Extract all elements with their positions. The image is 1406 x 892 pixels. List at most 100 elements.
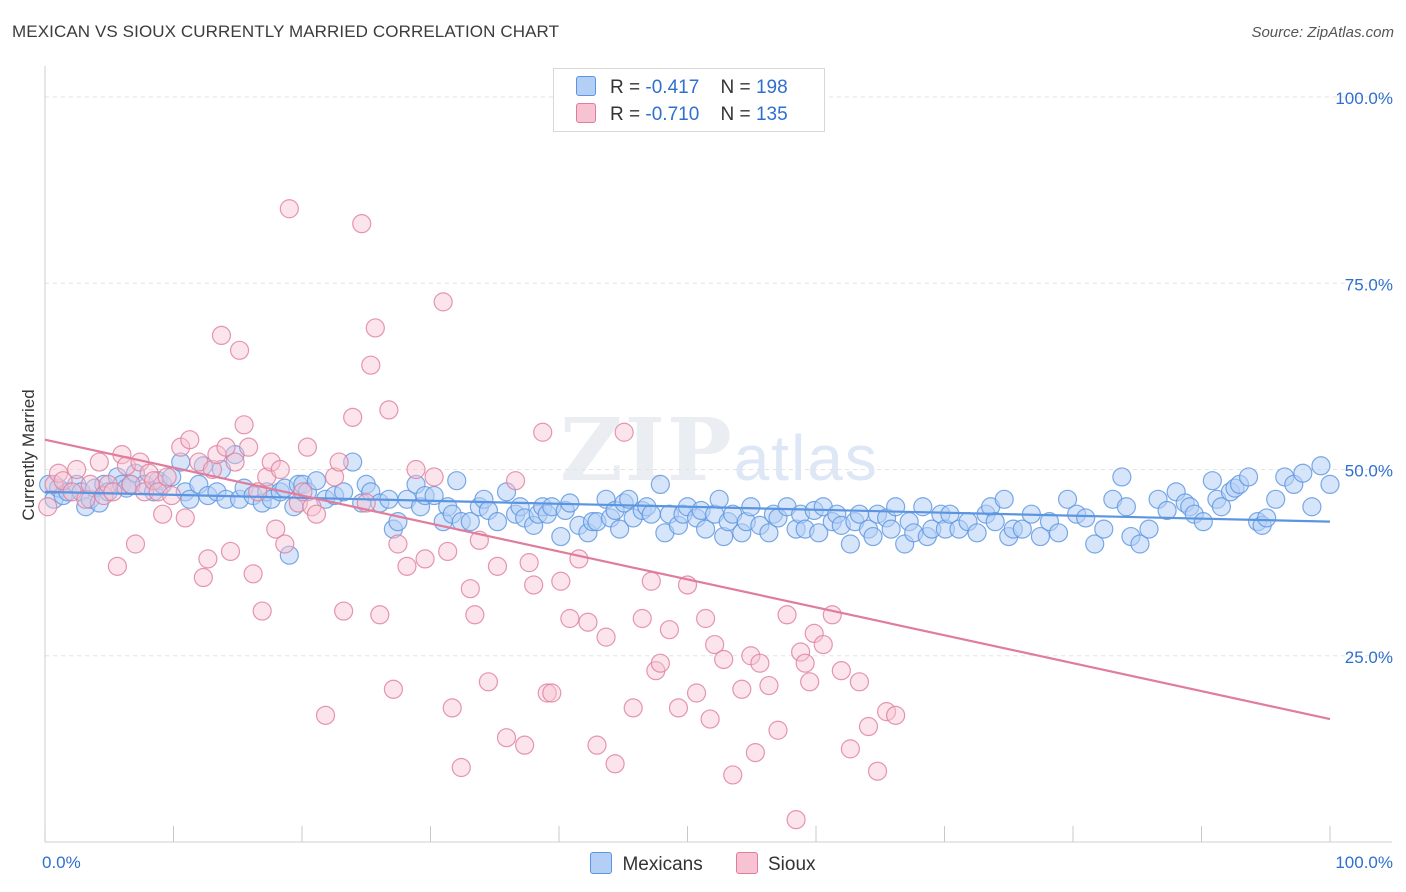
sioux-point (334, 601, 354, 621)
sioux-point (38, 497, 58, 517)
sioux-point (768, 720, 788, 740)
mexicans-trend-line (44, 490, 1331, 523)
mexicans-r-value: -0.417 (645, 77, 700, 98)
sioux-point (705, 634, 725, 655)
sioux-point (329, 452, 349, 472)
sioux-point (193, 567, 213, 588)
sioux-point (659, 620, 680, 640)
sioux-point (270, 459, 290, 480)
mexicans-point (840, 534, 860, 554)
sioux-point (451, 757, 471, 778)
sioux-point (306, 504, 327, 524)
sioux-point (695, 608, 716, 629)
sioux-point (487, 556, 508, 576)
sioux-point (578, 612, 598, 632)
mexicans-point (1202, 471, 1222, 491)
mexicans-point (863, 526, 883, 547)
sioux-point (460, 579, 480, 599)
mexicans-point (1238, 467, 1259, 487)
mexicans-point (1048, 523, 1069, 543)
sioux-point (157, 467, 177, 487)
series-legend: Mexicans Sioux (0, 852, 1406, 876)
legend-item-mexicans[interactable]: Mexicans (590, 852, 703, 876)
mexicans-legend-swatch (590, 852, 613, 874)
mexicans-point (306, 471, 327, 491)
sioux-point (175, 508, 195, 528)
mexicans-point (447, 471, 467, 491)
mexicans-point (940, 504, 960, 524)
sioux-point (234, 415, 254, 435)
mexicans-point (759, 523, 779, 543)
sioux-point (266, 519, 286, 539)
sioux-point (858, 716, 879, 737)
r-label: R = (610, 77, 641, 98)
sioux-point (198, 549, 218, 569)
sioux-point (587, 735, 607, 755)
sioux-point (732, 679, 752, 699)
x-tick-label: 100.0% (1335, 853, 1393, 872)
sioux-point (791, 642, 811, 662)
sioux-point (650, 653, 670, 673)
mexicans-point (1130, 534, 1150, 554)
mexicans-point (1030, 526, 1051, 547)
sioux-point (723, 765, 743, 785)
n-label: N = (720, 77, 751, 98)
legend-row-sioux: R = -0.710 N = 135 (576, 103, 788, 125)
mexicans-point (1311, 456, 1331, 476)
correlation-legend: R = -0.417 N = 198 R = -0.710 N = 135 (553, 68, 825, 132)
mexicans-point (551, 526, 571, 547)
sioux-point (777, 605, 797, 625)
sioux-point (370, 605, 390, 625)
mexicans-point (279, 545, 299, 565)
sioux-n-value: 135 (755, 104, 788, 125)
sioux-point (438, 541, 458, 562)
sioux-point (867, 761, 888, 781)
sioux-point (433, 292, 453, 312)
mexicans-point (1139, 519, 1159, 539)
y-tick-label: 100.0% (1335, 89, 1393, 108)
legend-item-sioux[interactable]: Sioux (736, 852, 816, 876)
mexicans-point (1112, 467, 1132, 487)
sioux-point (379, 400, 399, 420)
sioux-r-value: -0.710 (645, 104, 700, 125)
mexicans-point (1057, 489, 1078, 509)
sioux-point (324, 467, 345, 487)
mexicans-point (886, 497, 906, 517)
sioux-point (515, 735, 535, 755)
sioux-point (361, 355, 381, 375)
sioux-point (714, 649, 734, 670)
sioux-point (252, 601, 272, 621)
mexicans-point (334, 482, 354, 502)
sioux-legend-swatch (736, 852, 758, 874)
sioux-point (297, 437, 318, 457)
mexicans-point (1094, 519, 1114, 539)
mexicans-point (1157, 500, 1177, 521)
mexicans-point (460, 512, 480, 532)
mexicans-point (1012, 519, 1032, 539)
sioux-point (886, 705, 906, 725)
sioux-point (415, 549, 435, 569)
sioux-point (786, 810, 806, 830)
mexicans-point (1193, 512, 1213, 532)
sioux-trend-line (44, 438, 1331, 721)
sioux-swatch (576, 103, 596, 123)
sioux-point (243, 564, 263, 584)
sioux-point (365, 318, 385, 338)
sioux-point (442, 698, 462, 718)
sioux-point (229, 340, 250, 360)
mexicans-point (1320, 474, 1340, 494)
sioux-point (700, 709, 720, 729)
sioux-point (275, 534, 295, 554)
sioux-point (745, 742, 765, 763)
mexicans-point (741, 497, 761, 517)
mexicans-point (650, 474, 670, 494)
n-label: N = (720, 104, 751, 125)
sioux-point (125, 534, 146, 554)
watermark: ZIPatlas (560, 400, 879, 501)
sioux-point (542, 683, 562, 703)
mexicans-point (619, 489, 639, 509)
sioux-point (103, 482, 123, 502)
sioux-point (533, 422, 553, 442)
mexicans-n-value: 198 (755, 77, 788, 98)
